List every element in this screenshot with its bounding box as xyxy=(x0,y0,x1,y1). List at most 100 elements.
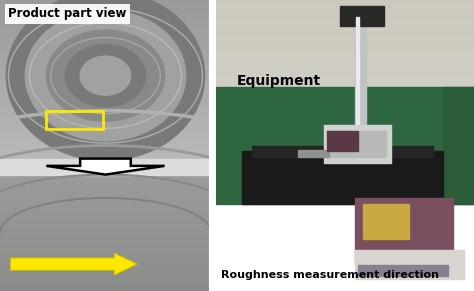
Bar xyxy=(0,52,211,54)
Bar xyxy=(0,41,211,43)
Text: Product part view: Product part view xyxy=(9,7,127,20)
Bar xyxy=(216,84,474,87)
Bar xyxy=(0,46,211,49)
Bar xyxy=(0,149,211,152)
Bar xyxy=(0,117,211,120)
Bar xyxy=(324,125,392,163)
Bar xyxy=(0,268,211,271)
Bar xyxy=(0,218,211,221)
Bar xyxy=(0,178,211,180)
Bar xyxy=(216,15,474,17)
Bar xyxy=(0,250,211,253)
Bar xyxy=(0,92,211,95)
Bar xyxy=(0,271,211,274)
Bar xyxy=(0,49,211,52)
Bar xyxy=(216,58,474,61)
Bar xyxy=(0,24,211,27)
Bar xyxy=(216,3,474,6)
Bar xyxy=(0,95,211,98)
Bar xyxy=(0,288,211,291)
Bar xyxy=(0,71,211,73)
Bar xyxy=(0,233,211,236)
Bar xyxy=(0,114,211,117)
Bar xyxy=(252,146,433,157)
Bar xyxy=(0,204,211,207)
Bar xyxy=(0,3,211,6)
Bar xyxy=(0,90,211,92)
Bar xyxy=(0,139,211,141)
Bar xyxy=(0,195,211,198)
Bar xyxy=(216,81,474,84)
Bar xyxy=(216,26,474,29)
Polygon shape xyxy=(10,253,137,275)
Bar xyxy=(216,29,474,32)
Bar xyxy=(216,61,474,64)
Bar xyxy=(0,236,211,239)
Bar xyxy=(216,38,474,41)
Bar xyxy=(0,144,211,147)
Bar xyxy=(0,155,211,157)
Bar xyxy=(0,109,211,111)
Bar xyxy=(0,279,211,282)
Bar xyxy=(216,23,474,26)
Bar xyxy=(0,247,211,250)
Bar xyxy=(0,265,211,268)
Bar xyxy=(0,125,211,128)
Bar xyxy=(216,44,474,47)
Bar xyxy=(0,259,211,262)
Bar xyxy=(0,157,211,160)
Polygon shape xyxy=(46,159,164,175)
Bar xyxy=(0,54,211,57)
Bar xyxy=(0,175,211,178)
Bar xyxy=(0,0,211,3)
Bar xyxy=(216,79,474,81)
Bar xyxy=(0,87,211,90)
Bar xyxy=(216,9,474,12)
Bar xyxy=(0,221,211,224)
Bar xyxy=(0,35,211,38)
Bar xyxy=(0,33,211,35)
Bar xyxy=(216,67,474,70)
Ellipse shape xyxy=(25,10,186,141)
Bar xyxy=(0,122,211,125)
Bar xyxy=(216,49,474,52)
Bar xyxy=(216,64,474,67)
Bar xyxy=(356,17,358,140)
Bar xyxy=(0,186,211,189)
Bar xyxy=(0,180,211,183)
Bar xyxy=(0,189,211,192)
Bar xyxy=(0,60,211,63)
Bar xyxy=(355,17,365,140)
Ellipse shape xyxy=(80,56,131,95)
Bar xyxy=(0,22,211,24)
Bar xyxy=(355,250,464,279)
Bar xyxy=(216,6,474,9)
Bar xyxy=(0,57,211,60)
Bar xyxy=(0,192,211,195)
Bar xyxy=(0,183,211,186)
Bar xyxy=(216,76,474,79)
Bar xyxy=(0,30,211,33)
Bar xyxy=(0,159,211,175)
Bar xyxy=(216,12,474,15)
Bar xyxy=(0,210,211,212)
Bar xyxy=(0,84,211,87)
Bar xyxy=(216,20,474,23)
Bar xyxy=(0,230,211,233)
Bar xyxy=(0,8,211,11)
Bar xyxy=(216,17,474,20)
Bar xyxy=(0,63,211,65)
Bar xyxy=(0,103,211,106)
Ellipse shape xyxy=(46,30,164,121)
Bar xyxy=(0,285,211,288)
Bar xyxy=(358,265,448,276)
Bar xyxy=(0,73,211,76)
Bar xyxy=(0,81,211,84)
Bar xyxy=(0,152,211,155)
Bar xyxy=(0,19,211,22)
Bar xyxy=(0,43,211,46)
Bar xyxy=(0,128,211,130)
Bar xyxy=(216,35,474,38)
Bar xyxy=(46,111,103,129)
Bar xyxy=(327,131,358,151)
